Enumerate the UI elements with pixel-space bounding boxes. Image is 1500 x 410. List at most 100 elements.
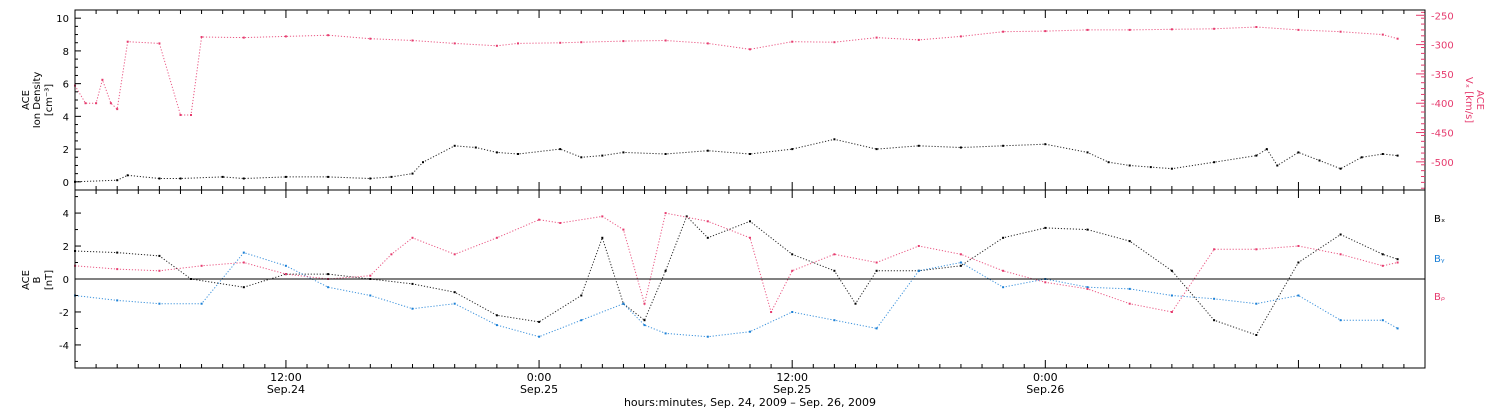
top-series-0-point	[1276, 164, 1279, 167]
bottom-series-0-point	[158, 254, 161, 257]
x-tick-date-label: Sep.25	[773, 383, 811, 396]
bottom-series-1-point	[706, 335, 709, 338]
top-series-0-point	[179, 177, 182, 180]
top-series-0-trace	[74, 138, 1398, 183]
top-series-0-point	[1002, 144, 1005, 147]
bottom-series-2-point	[622, 228, 625, 231]
bottom-series-0-point	[854, 302, 857, 305]
top-series-1-point	[327, 34, 330, 37]
bottom-series-1-point	[495, 324, 498, 327]
density-tick-label: 6	[63, 80, 69, 91]
bottom-series-2-point	[875, 261, 878, 264]
top-series-0-point	[1086, 151, 1089, 154]
top-series-0-point	[1265, 148, 1268, 151]
bottom-series-0-point	[411, 282, 414, 285]
bottom-series-0-point	[1339, 233, 1342, 236]
top-series-0-point	[1170, 167, 1173, 170]
bottom-series-2-point	[242, 261, 245, 264]
top-series-1-point	[411, 39, 414, 42]
bottom-series-2-point	[917, 245, 920, 247]
top-panel-x-ticks	[74, 10, 1426, 190]
top-series-0-point	[559, 148, 562, 151]
density-tick-label: 10	[56, 14, 69, 25]
top-series-0-point	[601, 154, 604, 157]
top-series-0-point	[833, 138, 836, 141]
bottom-series-0-point	[1086, 228, 1089, 231]
top-series-0-point	[1396, 154, 1399, 157]
top-panel: 0 2 4 6 8 10 -250 -300 -350 -400 -450 -500 ACE Ion…	[21, 9, 1485, 191]
bottom-series-2-point	[706, 220, 709, 223]
bottom-series-2-point	[411, 236, 414, 239]
top-panel-frame	[74, 9, 1426, 191]
bottom-series-2-point	[664, 212, 667, 215]
bottom-series-2-point	[453, 253, 456, 256]
bottom-series-2-point	[833, 253, 836, 256]
bottom-series-1-point	[284, 264, 287, 267]
top-series-1-point	[109, 102, 112, 105]
top-series-1-point	[1170, 28, 1173, 31]
density-tick-label: 8	[63, 47, 69, 58]
top-series-0-point	[875, 148, 878, 151]
bottom-series-1-trace	[74, 252, 1398, 338]
top-series-0-point	[1149, 166, 1152, 169]
top-series-0-point	[1381, 153, 1384, 155]
bottom-series-2-point	[158, 269, 161, 272]
top-series-1-point	[101, 78, 104, 81]
bottom-series-1-point	[1128, 287, 1131, 290]
bottom-series-1-point	[327, 286, 330, 289]
b-tick-label: -2	[59, 308, 69, 319]
top-series-1-point	[917, 38, 920, 41]
top-series-1-point	[1297, 28, 1300, 31]
top-series-1-point	[95, 102, 98, 105]
top-series-1-point	[959, 35, 962, 38]
density-axis-label-line3: [cm⁻³]	[44, 84, 55, 116]
bottom-series-0-point	[327, 273, 330, 276]
bottom-series-1-point	[1339, 319, 1342, 322]
top-series-0-point	[474, 146, 477, 149]
bottom-series-0-point	[580, 294, 583, 297]
top-series-1-point	[1213, 27, 1216, 30]
bottom-series-2-point	[1002, 269, 1005, 272]
bottom-series-1-point	[580, 319, 583, 322]
top-series-0-point	[1318, 159, 1321, 162]
bottom-series-2-point	[284, 273, 287, 276]
bottom-series-2-point	[1381, 264, 1384, 267]
bottom-series-0-point	[1002, 236, 1005, 239]
density-axis-label-line2: Ion Density	[32, 72, 43, 129]
bottom-series-0-point	[538, 320, 541, 323]
top-series-1-point	[242, 36, 245, 39]
bottom-series-1-point	[242, 251, 245, 254]
bottom-series-2-point	[495, 236, 498, 239]
top-series-0-point	[580, 156, 583, 159]
velocity-axis-label-line2: Vₓ [km/s]	[1463, 77, 1474, 123]
bottom-series-2-point	[643, 302, 646, 305]
bottom-series-1-point	[453, 302, 456, 305]
bottom-series-1-point	[959, 261, 962, 264]
top-series-0-point	[327, 175, 330, 178]
x-tick-date-label: Sep.24	[267, 383, 305, 396]
top-series-0-point	[116, 179, 119, 182]
bottom-series-2-point	[1396, 261, 1399, 264]
top-series-0-point	[706, 149, 709, 152]
top-series-1-point	[1086, 28, 1089, 31]
b-axis-label-line1: ACE	[21, 270, 32, 290]
top-series-1-point	[126, 40, 129, 43]
top-series-1-point	[749, 48, 751, 51]
bottom-panel-x-ticks	[74, 190, 1426, 368]
velocity-tick-label: -500	[1431, 158, 1454, 169]
top-series-1-point	[495, 44, 498, 47]
x-tick-time-label: 0:00	[527, 371, 552, 384]
bottom-series-0-point	[749, 220, 751, 223]
bottom-series-1-point	[538, 335, 541, 338]
x-tick-date-label: Sep.25	[520, 383, 558, 396]
density-tick-label: 2	[63, 145, 69, 156]
legend-entry: Bᵨ	[1434, 292, 1445, 303]
top-series-1-point	[1044, 30, 1047, 33]
bottom-series-1-point	[917, 269, 920, 272]
velocity-tick-label: -250	[1431, 11, 1454, 22]
top-series-1-point	[116, 108, 119, 111]
bottom-series-0-point	[959, 264, 962, 267]
top-series-0-point	[1255, 154, 1258, 157]
